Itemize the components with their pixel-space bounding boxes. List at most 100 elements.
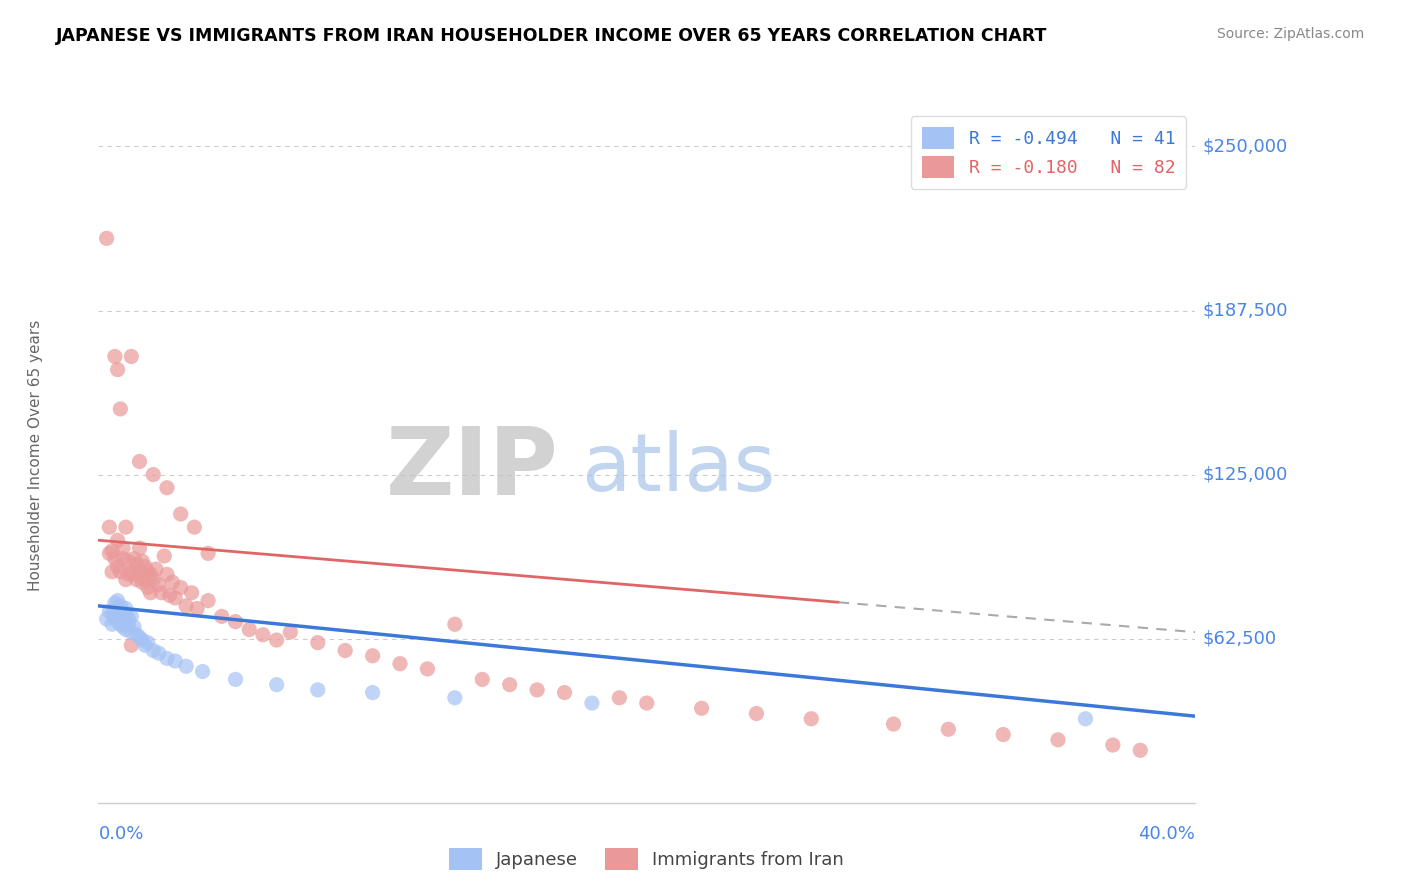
Point — [150, 586, 173, 600]
Point — [170, 507, 193, 521]
Point — [115, 607, 138, 621]
Point — [252, 628, 274, 642]
Point — [131, 633, 153, 648]
Point — [115, 601, 138, 615]
Point — [134, 559, 156, 574]
Point — [101, 543, 124, 558]
Point — [162, 575, 184, 590]
Point — [101, 565, 124, 579]
Text: $125,000: $125,000 — [1202, 466, 1288, 483]
Point — [115, 573, 138, 587]
Point — [131, 575, 153, 590]
Text: Householder Income Over 65 years: Householder Income Over 65 years — [28, 319, 42, 591]
Text: 40.0%: 40.0% — [1139, 825, 1195, 843]
Point — [444, 690, 467, 705]
Point — [112, 551, 135, 566]
Point — [1102, 738, 1125, 752]
Point — [107, 362, 129, 376]
Point — [110, 607, 132, 621]
Point — [125, 628, 148, 642]
Point — [266, 678, 288, 692]
Point — [800, 712, 823, 726]
Point — [104, 609, 127, 624]
Point — [191, 665, 214, 679]
Point — [110, 401, 132, 416]
Point — [112, 541, 135, 555]
Point — [156, 481, 179, 495]
Point — [131, 554, 153, 568]
Point — [110, 617, 132, 632]
Point — [115, 520, 138, 534]
Point — [159, 588, 181, 602]
Point — [104, 350, 127, 364]
Point — [128, 454, 150, 468]
Point — [134, 638, 156, 652]
Text: $250,000: $250,000 — [1202, 137, 1288, 155]
Point — [938, 723, 960, 737]
Point — [120, 625, 142, 640]
Point — [526, 682, 548, 697]
Point — [307, 635, 329, 649]
Point — [180, 586, 202, 600]
Point — [107, 615, 129, 629]
Point — [122, 551, 145, 566]
Point — [96, 231, 118, 245]
Point — [1046, 732, 1070, 747]
Point — [120, 638, 142, 652]
Point — [134, 573, 156, 587]
Point — [361, 685, 384, 699]
Text: $187,500: $187,500 — [1202, 301, 1288, 319]
Point — [107, 533, 129, 548]
Text: $62,500: $62,500 — [1202, 630, 1277, 648]
Point — [136, 581, 159, 595]
Point — [609, 690, 631, 705]
Point — [993, 727, 1015, 741]
Point — [117, 567, 139, 582]
Point — [186, 601, 208, 615]
Point — [148, 646, 170, 660]
Point — [125, 573, 148, 587]
Point — [153, 549, 176, 563]
Point — [1074, 712, 1097, 726]
Point — [117, 612, 139, 626]
Point — [307, 682, 329, 697]
Point — [104, 596, 127, 610]
Point — [139, 567, 162, 582]
Point — [444, 617, 467, 632]
Point — [499, 678, 522, 692]
Point — [170, 581, 193, 595]
Point — [136, 635, 159, 649]
Point — [388, 657, 412, 671]
Point — [128, 565, 150, 579]
Point — [110, 599, 132, 613]
Point — [211, 609, 233, 624]
Point — [156, 567, 179, 582]
Point — [142, 573, 165, 587]
Point — [112, 604, 135, 618]
Point — [156, 651, 179, 665]
Point — [554, 685, 576, 699]
Text: Source: ZipAtlas.com: Source: ZipAtlas.com — [1216, 27, 1364, 41]
Text: JAPANESE VS IMMIGRANTS FROM IRAN HOUSEHOLDER INCOME OVER 65 YEARS CORRELATION CH: JAPANESE VS IMMIGRANTS FROM IRAN HOUSEHO… — [56, 27, 1047, 45]
Point — [197, 593, 219, 607]
Point — [581, 696, 603, 710]
Point — [107, 601, 129, 615]
Point — [98, 546, 121, 560]
Text: ZIP: ZIP — [387, 423, 560, 515]
Point — [225, 673, 247, 687]
Point — [110, 565, 132, 579]
Point — [112, 620, 135, 634]
Point — [107, 559, 129, 574]
Point — [745, 706, 768, 721]
Point — [101, 617, 124, 632]
Point — [98, 520, 121, 534]
Point — [112, 612, 135, 626]
Point — [101, 607, 124, 621]
Point — [120, 565, 142, 579]
Point — [139, 586, 162, 600]
Point — [120, 350, 142, 364]
Point — [122, 567, 145, 582]
Point — [238, 623, 260, 637]
Point — [148, 578, 170, 592]
Point — [128, 541, 150, 555]
